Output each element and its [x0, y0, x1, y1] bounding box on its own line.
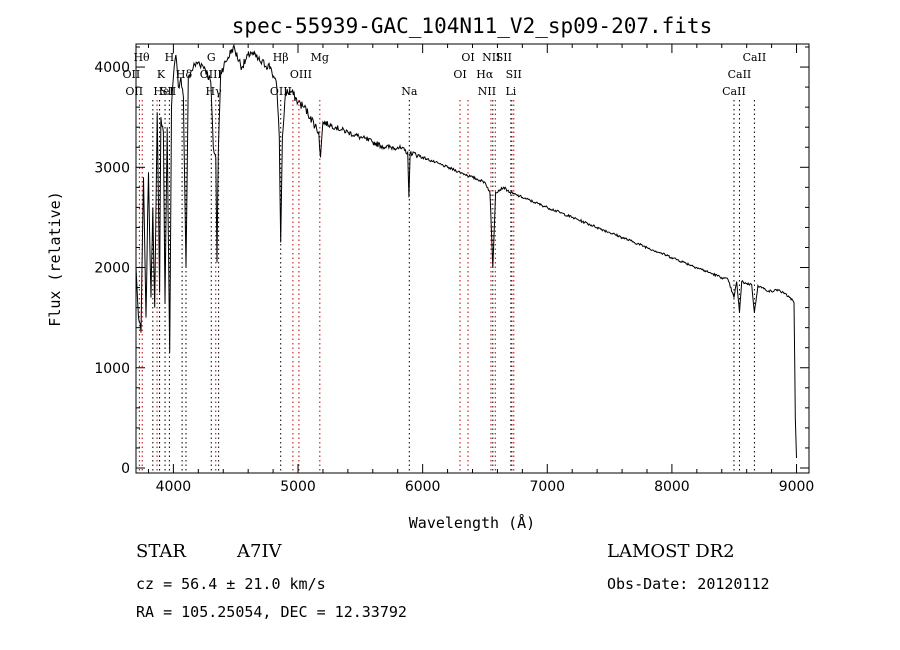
y-tick-label: 2000: [94, 261, 130, 277]
spectral-line-label: Hα: [476, 68, 494, 81]
spectral-line-label: OII: [125, 85, 143, 98]
object-class: STAR: [136, 541, 186, 562]
spectral-line-label: NII: [478, 85, 496, 98]
spectral-line-label: NII: [482, 51, 500, 64]
flux-series: [135, 43, 797, 459]
x-axis-label: Wavelength (Å): [409, 513, 535, 532]
x-tick-label: 4000: [156, 479, 192, 495]
spectral-line-label: Hγ: [206, 85, 223, 98]
spectral-line-label: G: [207, 51, 216, 64]
spectral-line-label: CaII: [743, 51, 767, 64]
survey-name: LAMOST DR2: [607, 541, 735, 562]
x-tick-label: 8000: [654, 479, 690, 495]
x-tick-label: 7000: [529, 479, 565, 495]
redshift-value: cz = 56.4 ± 21.0 km/s: [136, 575, 326, 593]
flux-line: [135, 43, 797, 459]
spectral-line-label: OI: [461, 51, 474, 64]
spectral-line-label: H: [165, 51, 175, 64]
spectral-line-label: OIII: [270, 85, 292, 98]
spectral-line-label: Na: [401, 85, 418, 98]
plot-frame: [135, 43, 810, 474]
spectral-line-label: K: [157, 68, 166, 81]
x-tick-label: 9000: [779, 479, 815, 495]
spectral-line-label: SII: [506, 68, 522, 81]
x-tick-label: 5000: [280, 479, 316, 495]
spectral-line-label: OIII: [290, 68, 312, 81]
coordinates: RA = 105.25054, DEC = 12.33792: [136, 603, 407, 621]
spectral-line-label: SII: [160, 85, 176, 98]
y-tick-label: 0: [121, 461, 130, 477]
y-axis-label: Flux (relative): [46, 191, 64, 326]
spectral-line-label: OIII: [200, 68, 222, 81]
spectral-line-label: OI: [453, 68, 466, 81]
chart-title: spec-55939-GAC_104N11_V2_sp09-207.fits: [232, 14, 712, 38]
spectral-line-label: SII: [496, 51, 512, 64]
spectral-line-label: Li: [505, 85, 516, 98]
observation-date: Obs-Date: 20120112: [607, 575, 770, 593]
spectral-line-label: Hβ: [273, 51, 289, 64]
spectral-line-label: Mg: [311, 51, 329, 64]
spectral-line-label: Hθ: [133, 51, 150, 64]
object-subclass: A7IV: [237, 541, 282, 562]
spectral-line-label: HeI: [153, 85, 173, 98]
y-tick-label: 4000: [94, 60, 130, 76]
y-tick-label: 3000: [94, 160, 130, 176]
x-tick-label: 6000: [405, 479, 441, 495]
spectral-line-label: CaII: [722, 85, 746, 98]
spectral-line-label: CaII: [728, 68, 752, 81]
axis-ticks: 4000 5000 6000 7000 8000 9000 0 1000 2000 3000 400…: [94, 44, 814, 495]
y-tick-label: 1000: [94, 361, 130, 377]
